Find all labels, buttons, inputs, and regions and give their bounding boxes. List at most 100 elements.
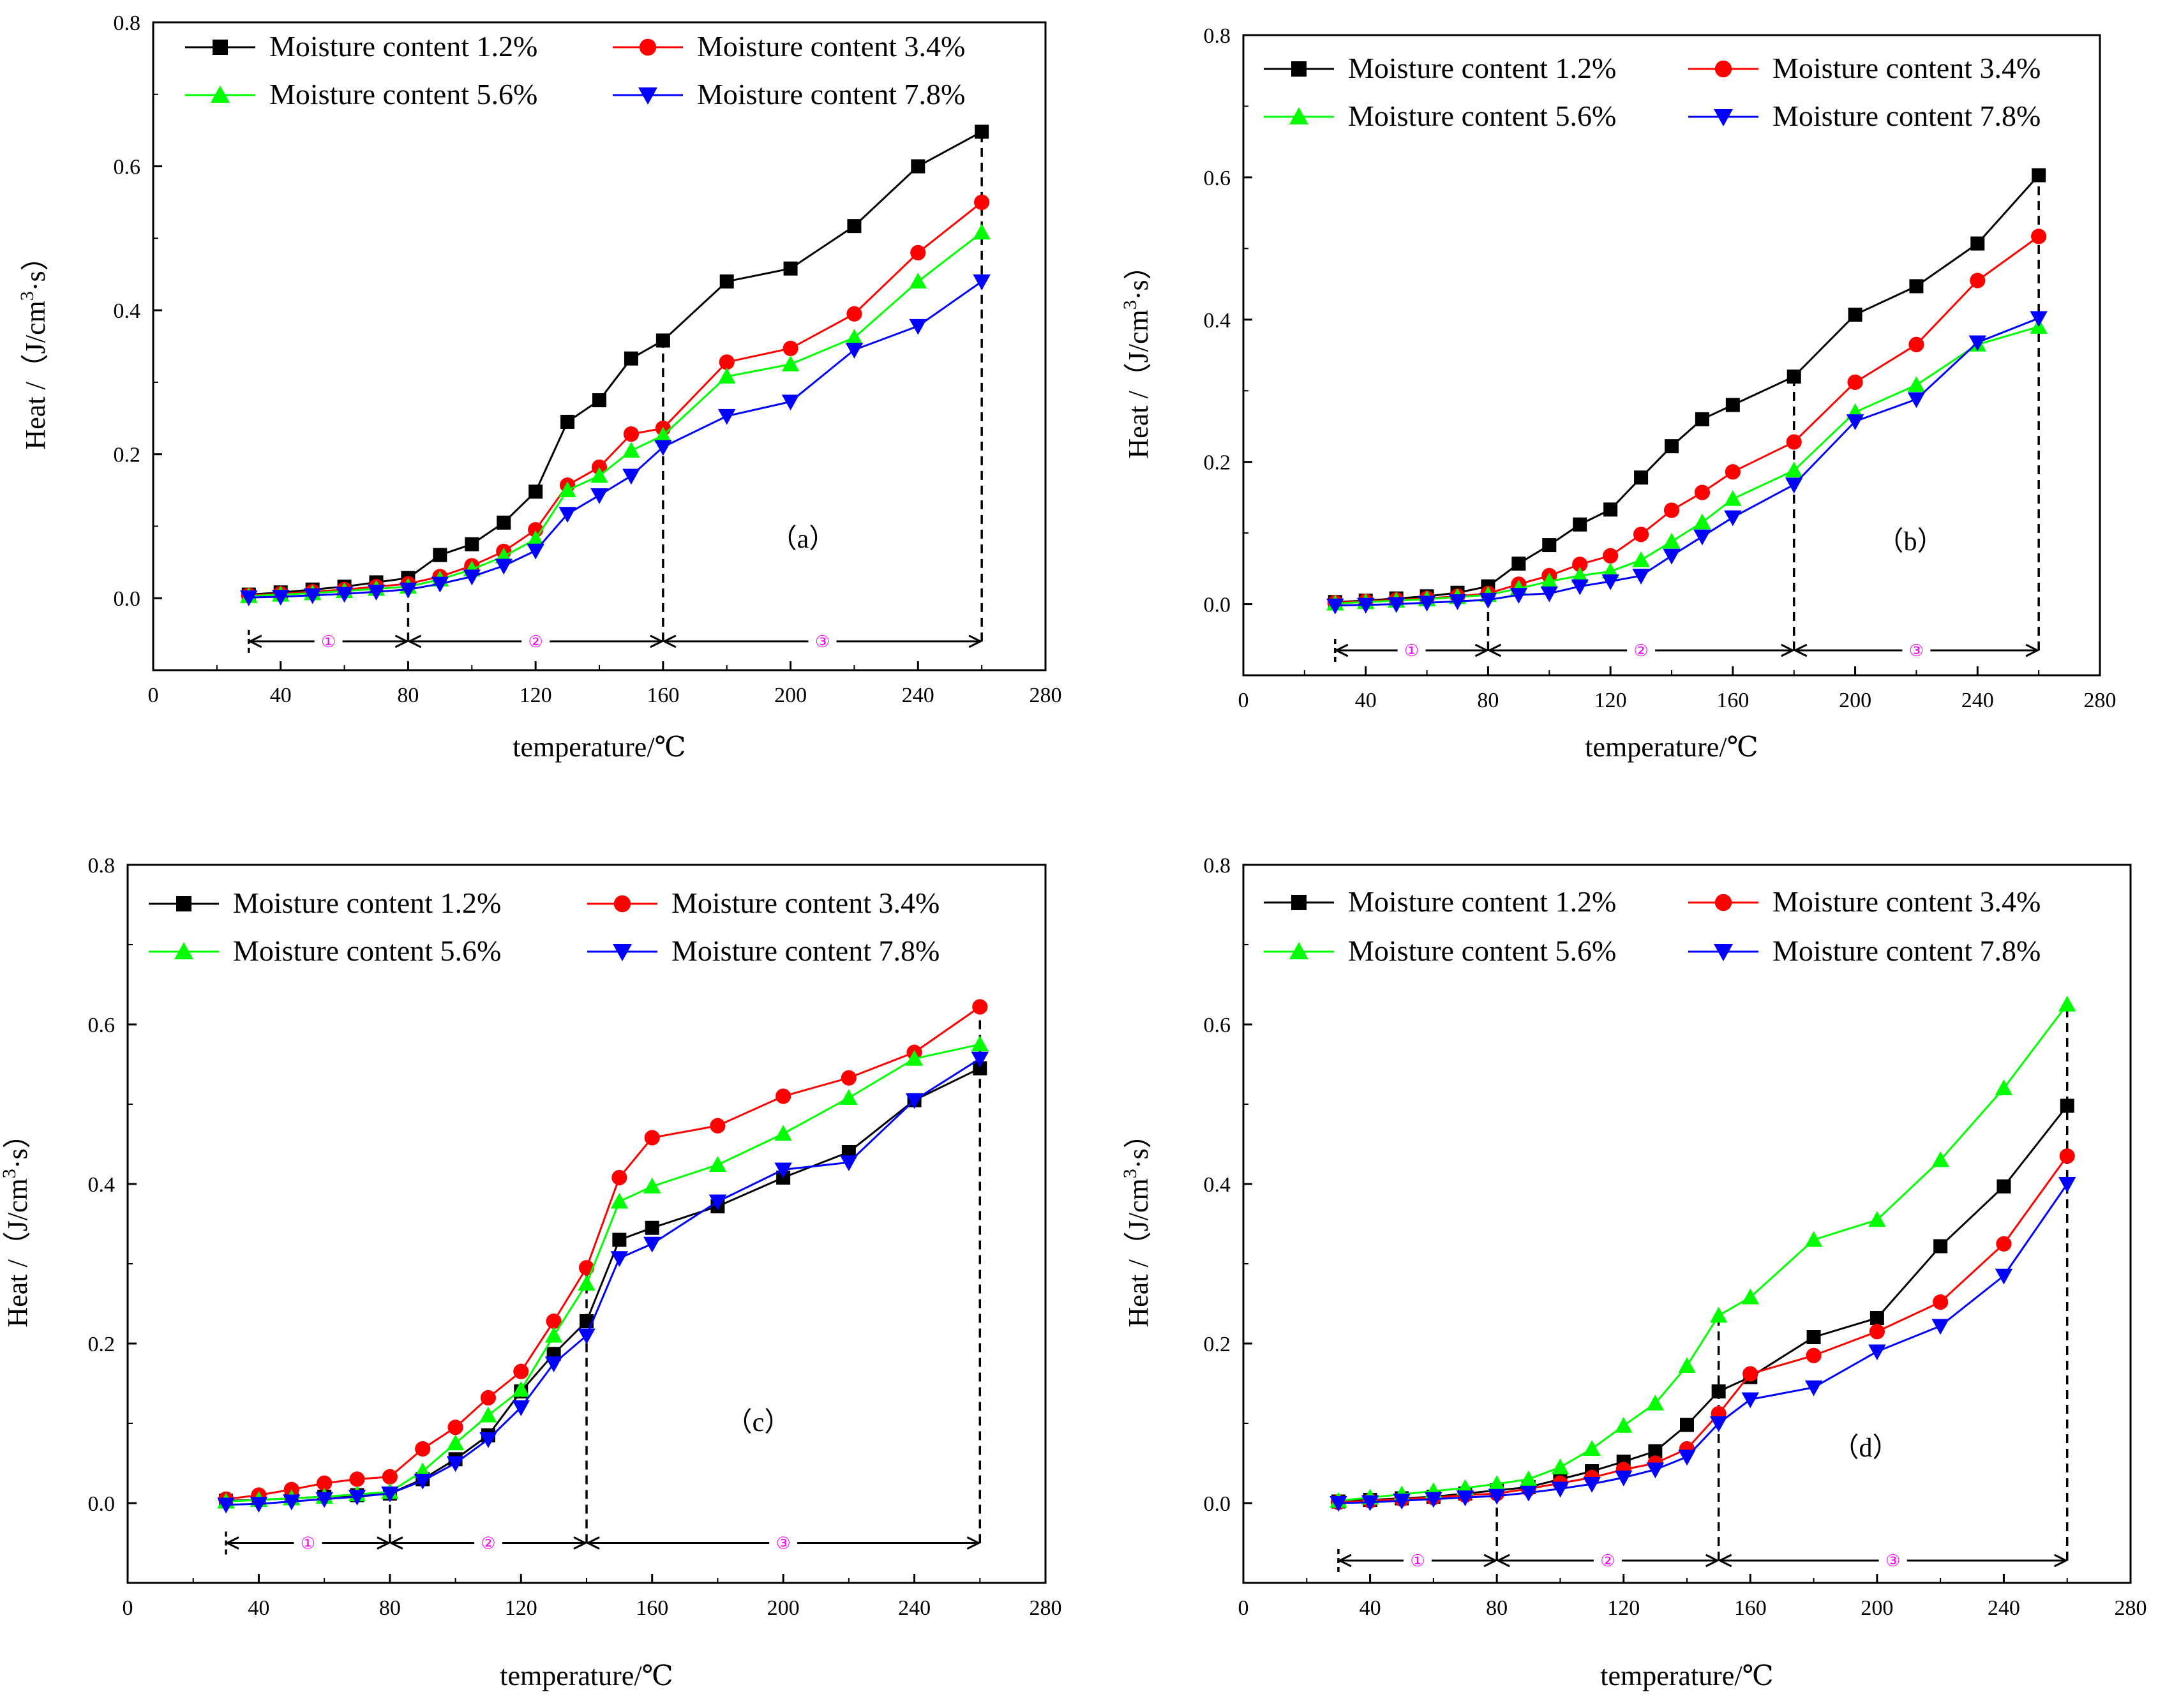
data-point — [1694, 484, 1711, 500]
data-point — [2059, 1148, 2075, 1164]
data-point — [654, 440, 672, 456]
data-point — [719, 274, 734, 288]
series-line — [1338, 1183, 2068, 1504]
x-tick-label: 200 — [1839, 689, 1871, 712]
data-point — [774, 1162, 792, 1179]
panel-label: （b） — [1877, 527, 1944, 557]
x-tick-label: 240 — [1961, 689, 1994, 712]
data-point — [1393, 1494, 1411, 1509]
data-point — [2058, 1177, 2076, 1193]
legend-marker — [1291, 895, 1307, 910]
x-tick-label: 40 — [248, 1596, 269, 1620]
data-point — [1646, 1462, 1665, 1479]
data-point — [1510, 588, 1528, 604]
data-point — [1361, 1495, 1379, 1511]
data-point — [1573, 517, 1587, 532]
data-point — [1425, 1492, 1442, 1508]
data-point — [643, 1236, 661, 1253]
stage-label: ③ — [1885, 1552, 1900, 1570]
stage-arrow-head — [394, 634, 409, 648]
legend-marker — [1714, 894, 1732, 911]
data-point — [2032, 168, 2046, 183]
data-point — [644, 1130, 660, 1146]
data-point — [719, 354, 735, 370]
series-line — [1338, 1105, 2068, 1502]
data-point — [2031, 228, 2047, 244]
data-point — [845, 329, 864, 345]
x-tick-label: 80 — [1477, 689, 1499, 712]
data-point — [497, 515, 511, 530]
series-line — [248, 280, 983, 599]
legend-label: Moisture content 5.6% — [1348, 934, 1616, 967]
legend-marker — [211, 86, 230, 103]
stage-arrow-head — [377, 1536, 391, 1550]
data-point — [415, 1441, 431, 1457]
data-point — [1511, 557, 1526, 571]
data-point — [463, 569, 481, 586]
data-point — [909, 273, 927, 288]
data-point — [479, 1406, 497, 1423]
data-point — [1997, 1179, 2011, 1194]
series-line — [248, 232, 983, 597]
data-point — [1448, 594, 1467, 610]
data-point — [283, 1494, 301, 1511]
data-point — [905, 1050, 924, 1066]
data-point — [846, 306, 862, 322]
data-point — [1786, 434, 1802, 450]
data-point — [973, 223, 991, 240]
data-point — [610, 1251, 629, 1267]
panel-a: 0 40 80 120 160 200 240 280 0.0 0.2 0.4 0.6 0.8 tempe… — [17, 11, 1062, 763]
x-tick-label: 40 — [1355, 689, 1377, 712]
data-point — [1665, 439, 1679, 454]
data-point — [1603, 548, 1619, 564]
series-line — [225, 1006, 981, 1501]
stage-label: ③ — [815, 633, 830, 651]
legend-marker — [1291, 61, 1307, 77]
legend-marker — [1714, 944, 1733, 961]
data-point — [909, 318, 927, 335]
panel-label: （a） — [770, 525, 836, 554]
data-point — [2060, 1098, 2074, 1113]
data-point — [1785, 477, 1803, 494]
x-tick-label: 120 — [505, 1596, 537, 1620]
data-point — [1632, 551, 1650, 567]
legend-label: Moisture content 3.4% — [1772, 885, 2041, 918]
y-tick-label: 0.2 — [114, 444, 141, 467]
data-point — [1542, 538, 1557, 553]
data-point — [1614, 1471, 1633, 1487]
data-point — [847, 219, 862, 234]
stage-arrow-head — [1718, 1554, 1732, 1568]
y-axis-title: Heat /（J/cm3·s） — [17, 243, 51, 449]
stage-arrow-head — [1781, 643, 1795, 657]
data-point — [781, 394, 800, 411]
legend-label: Moisture content 3.4% — [671, 887, 940, 919]
data-point — [1695, 412, 1709, 426]
data-point — [590, 488, 608, 504]
data-point — [1847, 374, 1863, 390]
data-point — [905, 1093, 924, 1109]
stage-label: ② — [1600, 1552, 1615, 1570]
data-point — [1693, 529, 1711, 546]
data-point — [1995, 1079, 2013, 1095]
x-tick-label: 240 — [902, 684, 934, 707]
data-point — [710, 1118, 726, 1134]
data-point — [841, 1070, 857, 1086]
legend-marker — [1289, 942, 1308, 959]
data-point — [1551, 1458, 1570, 1474]
data-point — [433, 548, 447, 562]
legend-marker — [213, 40, 228, 55]
data-point — [1520, 1485, 1538, 1502]
y-tick-label: 0.2 — [1204, 1333, 1231, 1356]
data-point — [1741, 1288, 1760, 1305]
data-point — [1601, 574, 1619, 590]
data-point — [528, 484, 543, 499]
stage-label: ③ — [1909, 641, 1924, 660]
x-tick-label: 160 — [1734, 1596, 1767, 1620]
x-tick-label: 0 — [1238, 1596, 1249, 1620]
panel-b: 0 40 80 120 160 200 240 280 0.0 0.2 0.4 0.6 0.8 tempe… — [1120, 24, 2117, 763]
panel-label: （d） — [1832, 1434, 1899, 1463]
data-point — [1933, 1294, 1949, 1310]
data-point — [1418, 596, 1436, 612]
x-axis-title: temperature/℃ — [1585, 731, 1758, 763]
data-point — [544, 1356, 563, 1372]
